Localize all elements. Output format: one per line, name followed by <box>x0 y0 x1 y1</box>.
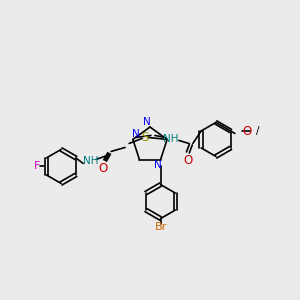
Text: N: N <box>143 117 151 127</box>
Text: O: O <box>242 125 251 138</box>
Text: N: N <box>132 129 140 140</box>
Text: O: O <box>98 162 108 175</box>
Text: F: F <box>34 161 40 171</box>
Text: Br: Br <box>154 222 167 232</box>
Text: NH: NH <box>83 156 99 167</box>
Text: S: S <box>141 131 149 144</box>
Text: N: N <box>154 160 161 170</box>
Text: /: / <box>256 126 260 136</box>
Text: NH: NH <box>163 134 178 144</box>
Text: O: O <box>183 154 193 167</box>
